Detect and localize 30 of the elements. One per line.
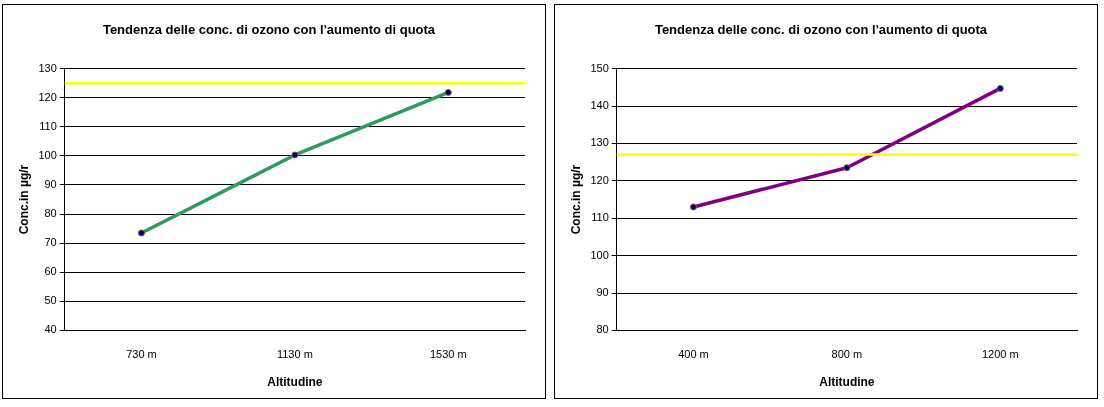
y-axis-title: Conc.in µg/r: [16, 164, 31, 235]
y-tick-label: 90: [44, 177, 57, 190]
x-axis-title: Altitudine: [819, 375, 875, 390]
y-axis-title: Conc.in µg/r: [568, 164, 583, 235]
x-tick-label: 400 m: [678, 348, 709, 361]
x-tick-label: 730 m: [126, 348, 157, 361]
y-tick-label: 100: [38, 148, 57, 161]
x-tick-label: 1130 m: [276, 348, 313, 361]
y-tick-label: 60: [44, 265, 57, 278]
y-tick-label: 130: [38, 61, 57, 74]
y-tick-label: 80: [596, 323, 609, 336]
y-tick-label: 100: [590, 248, 609, 261]
y-tick-label: 110: [39, 119, 57, 132]
chart-title: Tendenza delle conc. di ozono con l'aumento di quota: [102, 22, 436, 38]
x-tick-label: 1200 m: [981, 348, 1019, 361]
x-tick-label: 800 m: [831, 348, 863, 361]
chart-title: Tendenza delle conc. di ozono con l'aumento di quota: [654, 22, 988, 38]
y-tick-label: 50: [44, 294, 57, 307]
y-tick-label: 40: [44, 323, 57, 336]
y-tick-label: 70: [44, 236, 57, 249]
y-tick-label: 150: [590, 61, 609, 74]
y-tick-label: 90: [596, 286, 609, 299]
y-tick-label: 120: [590, 173, 609, 186]
y-tick-label: 110: [591, 211, 609, 224]
y-tick-label: 130: [590, 136, 609, 149]
y-tick-label: 120: [38, 90, 57, 103]
x-tick-label: 1530 m: [429, 348, 467, 361]
x-axis-title: Altitudine: [267, 375, 323, 390]
y-tick-label: 80: [44, 207, 57, 220]
y-tick-label: 140: [590, 99, 609, 112]
